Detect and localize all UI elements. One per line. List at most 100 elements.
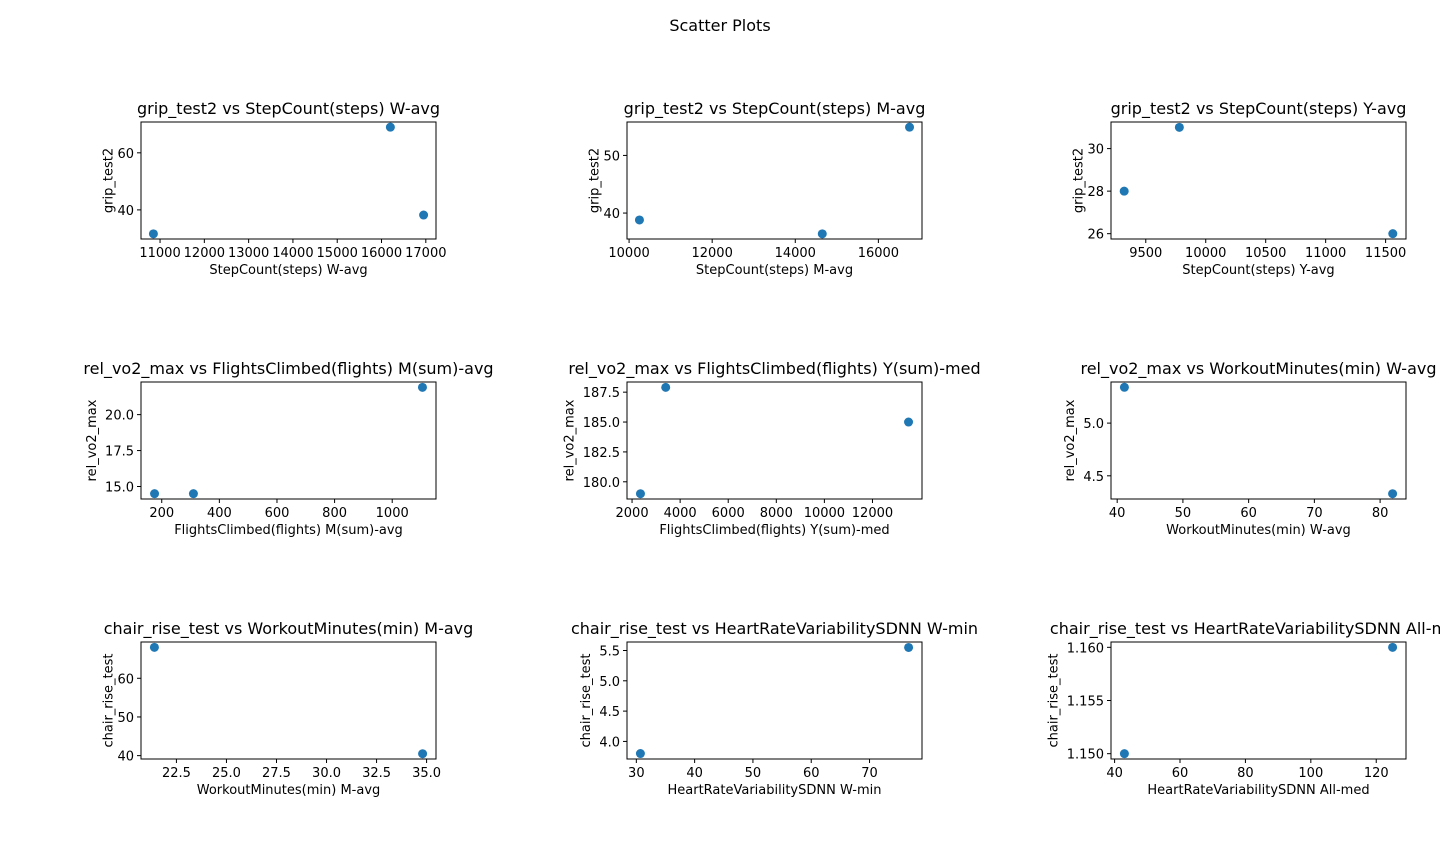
x-tick-label: 14000: [272, 246, 313, 261]
x-tick-label: 60: [1172, 766, 1189, 781]
figure-title: Scatter Plots: [669, 16, 770, 35]
y-axis-label: chair_rise_test: [101, 653, 116, 747]
x-tick-label: 14000: [775, 246, 816, 261]
x-tick-label: 50: [1175, 506, 1192, 521]
data-point: [385, 122, 395, 132]
data-point: [904, 417, 914, 427]
data-point: [634, 215, 644, 225]
y-tick-label: 1.155: [1067, 695, 1104, 710]
x-tick-label: 9500: [1129, 246, 1162, 261]
data-point: [148, 229, 158, 239]
y-tick-label: 60: [117, 672, 134, 687]
data-point: [1388, 642, 1398, 652]
x-tick-label: 8000: [760, 506, 793, 521]
data-point: [1388, 229, 1398, 239]
y-tick-label: 17.5: [105, 445, 134, 460]
subplot-1: grip_test2 vs StepCount(steps) W-avg 1100…: [101, 99, 446, 278]
x-tick-label: 1000: [376, 506, 409, 521]
x-tick-label: 100: [1298, 766, 1323, 781]
y-tick-label: 40: [117, 750, 134, 765]
y-tick-label: 182.5: [583, 446, 620, 461]
x-axis-label: WorkoutMinutes(min) M-avg: [197, 783, 381, 798]
data-point: [417, 382, 427, 392]
x-axis-label: WorkoutMinutes(min) W-avg: [1166, 523, 1351, 538]
x-tick-label: 70: [861, 766, 878, 781]
subplot-9: chair_rise_test vs HeartRateVariabilityS…: [1047, 619, 1440, 798]
data-point: [661, 382, 671, 392]
x-tick-label: 60: [803, 766, 820, 781]
x-tick-label: 200: [149, 506, 174, 521]
subplot-6: rel_vo2_max vs WorkoutMinutes(min) W-avg…: [1063, 359, 1436, 538]
y-axis-label: grip_test2: [1071, 148, 1086, 213]
x-tick-label: 400: [207, 506, 232, 521]
subplot-8: chair_rise_test vs HeartRateVariabilityS…: [571, 619, 978, 798]
subplot-title: chair_rise_test vs HeartRateVariabilityS…: [571, 619, 978, 639]
x-tick-label: 16000: [361, 246, 402, 261]
y-tick-label: 50: [603, 149, 620, 164]
x-tick-label: 25.0: [212, 766, 241, 781]
y-tick-label: 4.5: [1083, 470, 1104, 485]
x-tick-label: 800: [322, 506, 347, 521]
x-tick-label: 15000: [317, 246, 358, 261]
plot-area-frame: [1110, 381, 1407, 500]
plot-area-frame: [1110, 121, 1407, 240]
x-tick-label: 120: [1364, 766, 1389, 781]
y-axis-label: grip_test2: [587, 148, 602, 213]
y-tick-label: 60: [117, 147, 134, 162]
y-axis-label: rel_vo2_max: [85, 399, 100, 481]
subplot-5: rel_vo2_max vs FlightsClimbed(flights) Y…: [563, 359, 981, 538]
plot-area-frame: [1110, 641, 1407, 760]
x-tick-label: 6000: [712, 506, 745, 521]
x-tick-label: 10000: [1185, 246, 1226, 261]
x-tick-label: 22.5: [162, 766, 191, 781]
plot-area-frame: [626, 641, 923, 760]
y-tick-label: 4.5: [599, 705, 620, 720]
subplot-title: grip_test2 vs StepCount(steps) M-avg: [624, 99, 926, 119]
x-axis-label: HeartRateVariabilitySDNN All-med: [1147, 783, 1369, 798]
subplot-7: chair_rise_test vs WorkoutMinutes(min) M…: [101, 619, 473, 798]
x-tick-label: 40: [1106, 766, 1123, 781]
subplot-3: grip_test2 vs StepCount(steps) Y-avg 9500…: [1071, 99, 1407, 278]
y-tick-label: 187.5: [583, 386, 620, 401]
data-point: [418, 749, 428, 759]
y-tick-label: 5.0: [1083, 417, 1104, 432]
subplot-title: rel_vo2_max vs FlightsClimbed(flights) Y…: [568, 359, 980, 379]
y-tick-label: 20.0: [105, 409, 134, 424]
data-point: [1119, 382, 1129, 392]
y-tick-label: 40: [117, 204, 134, 219]
y-tick-label: 28: [1087, 185, 1104, 200]
data-point: [635, 489, 645, 499]
x-tick-label: 2000: [616, 506, 649, 521]
y-tick-label: 5.5: [599, 644, 620, 659]
subplot-title: chair_rise_test vs HeartRateVariabilityS…: [1050, 619, 1440, 639]
x-tick-label: 70: [1306, 506, 1323, 521]
y-tick-label: 15.0: [105, 480, 134, 495]
y-tick-label: 5.0: [599, 675, 620, 690]
subplot-title: grip_test2 vs StepCount(steps) W-avg: [137, 99, 440, 119]
x-tick-label: 16000: [858, 246, 899, 261]
subplot-title: rel_vo2_max vs WorkoutMinutes(min) W-avg: [1080, 359, 1436, 379]
x-tick-label: 10500: [1245, 246, 1286, 261]
x-tick-label: 40: [1109, 506, 1126, 521]
data-point: [1119, 749, 1129, 759]
data-point: [635, 749, 645, 759]
data-point: [904, 642, 914, 652]
plot-area-frame: [140, 381, 437, 500]
x-tick-label: 35.0: [412, 766, 441, 781]
x-axis-label: HeartRateVariabilitySDNN W-min: [667, 783, 881, 798]
plot-area-frame: [140, 641, 437, 760]
data-point: [149, 642, 159, 652]
data-point: [419, 210, 429, 220]
x-tick-label: 17000: [405, 246, 446, 261]
x-tick-label: 80: [1372, 506, 1389, 521]
x-tick-label: 12000: [184, 246, 225, 261]
y-tick-label: 180.0: [583, 476, 620, 491]
x-tick-label: 50: [745, 766, 762, 781]
y-axis-label: rel_vo2_max: [563, 399, 578, 481]
x-tick-label: 27.5: [262, 766, 291, 781]
x-tick-label: 4000: [664, 506, 697, 521]
x-tick-label: 11500: [1365, 246, 1406, 261]
y-tick-label: 50: [117, 711, 134, 726]
x-axis-label: FlightsClimbed(flights) M(sum)-avg: [174, 523, 403, 538]
